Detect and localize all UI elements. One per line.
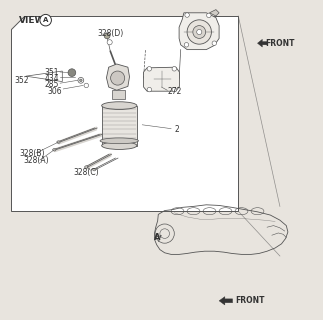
- Ellipse shape: [85, 166, 88, 168]
- Ellipse shape: [100, 138, 139, 144]
- Polygon shape: [179, 13, 219, 50]
- Circle shape: [187, 20, 212, 44]
- Circle shape: [107, 40, 112, 45]
- Circle shape: [147, 67, 151, 71]
- Text: 328(B): 328(B): [19, 149, 45, 158]
- Circle shape: [207, 13, 211, 18]
- Text: 328(A): 328(A): [24, 156, 49, 165]
- Circle shape: [147, 87, 151, 92]
- Bar: [102, 106, 137, 146]
- Text: 351: 351: [45, 68, 59, 76]
- Circle shape: [212, 41, 216, 45]
- Text: 352: 352: [14, 76, 29, 84]
- Circle shape: [184, 43, 189, 47]
- Circle shape: [172, 67, 177, 71]
- Text: VIEW: VIEW: [19, 16, 45, 25]
- Ellipse shape: [53, 148, 56, 151]
- Circle shape: [197, 29, 202, 35]
- Circle shape: [68, 69, 76, 76]
- Text: 2: 2: [174, 125, 179, 134]
- Text: A: A: [43, 17, 48, 23]
- Circle shape: [84, 83, 89, 88]
- Text: 328(C): 328(C): [74, 168, 99, 177]
- Text: 285: 285: [45, 80, 59, 89]
- Ellipse shape: [57, 141, 60, 143]
- Circle shape: [172, 87, 177, 92]
- Polygon shape: [210, 10, 219, 16]
- Text: FRONT: FRONT: [266, 39, 295, 48]
- Circle shape: [185, 13, 189, 17]
- Polygon shape: [257, 39, 267, 47]
- Circle shape: [78, 77, 84, 83]
- Text: 328(D): 328(D): [98, 29, 124, 38]
- Text: 272: 272: [168, 87, 182, 96]
- Circle shape: [104, 33, 110, 39]
- Circle shape: [110, 71, 125, 85]
- Text: FRONT: FRONT: [235, 296, 265, 305]
- Polygon shape: [107, 64, 130, 90]
- Circle shape: [193, 26, 206, 38]
- Polygon shape: [112, 90, 125, 99]
- Text: 434: 434: [45, 74, 59, 83]
- Circle shape: [79, 79, 82, 82]
- Ellipse shape: [102, 102, 137, 109]
- Ellipse shape: [93, 168, 96, 171]
- Polygon shape: [144, 67, 179, 91]
- Polygon shape: [11, 16, 238, 211]
- Circle shape: [40, 14, 51, 26]
- Text: A: A: [154, 233, 161, 242]
- Polygon shape: [219, 297, 233, 305]
- Ellipse shape: [102, 142, 137, 149]
- Text: 306: 306: [48, 87, 63, 96]
